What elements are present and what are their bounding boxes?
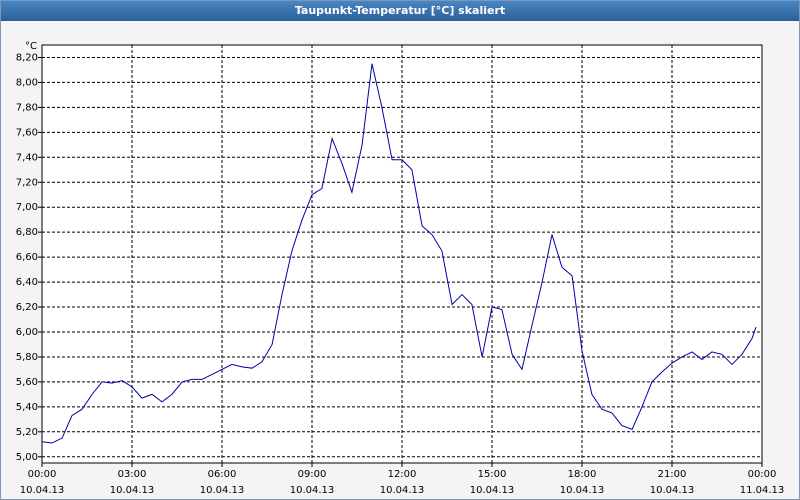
y-tick-label: 5,00 (16, 452, 38, 463)
plot-border (41, 44, 763, 464)
y-tick-label: 7,80 (16, 102, 38, 113)
window-title: Taupunkt-Temperatur [°C] skaliert (1, 1, 799, 21)
y-tick-label: 6,60 (16, 252, 38, 263)
y-tick-label: 5,20 (16, 427, 38, 438)
y-tick-label: 5,40 (16, 402, 38, 413)
x-tick-label: 00:00 11.04.13 (739, 469, 785, 496)
x-tick-label: 09:00 10.04.13 (289, 469, 335, 496)
plot-area (41, 44, 763, 464)
y-tick-label: 7,40 (16, 152, 38, 163)
y-tick-label: 6,20 (16, 302, 38, 313)
y-tick-label: 5,80 (16, 352, 38, 363)
x-tick-label: 15:00 10.04.13 (469, 469, 515, 496)
x-tick-label: 00:00 10.04.13 (19, 469, 65, 496)
y-unit: °C (25, 41, 37, 52)
y-tick-label: 7,20 (16, 177, 38, 188)
x-tick-label: 21:00 10.04.13 (649, 469, 695, 496)
x-tick-label: 06:00 10.04.13 (199, 469, 245, 496)
y-tick-label: 5,60 (16, 377, 38, 388)
y-tick-label: 8,20 (16, 52, 38, 63)
y-tick-label: 6,00 (16, 327, 38, 338)
y-tick-label: 8,00 (16, 77, 38, 88)
y-tick-label: 6,40 (16, 277, 38, 288)
y-tick-label: 7,00 (16, 202, 38, 213)
y-tick-label: 6,80 (16, 227, 38, 238)
x-tick-label: 18:00 10.04.13 (559, 469, 605, 496)
x-tick-label: 12:00 10.04.13 (379, 469, 425, 496)
x-tick-label: 03:00 10.04.13 (109, 469, 155, 496)
data-line (41, 63, 757, 444)
y-tick-label: 7,60 (16, 127, 38, 138)
